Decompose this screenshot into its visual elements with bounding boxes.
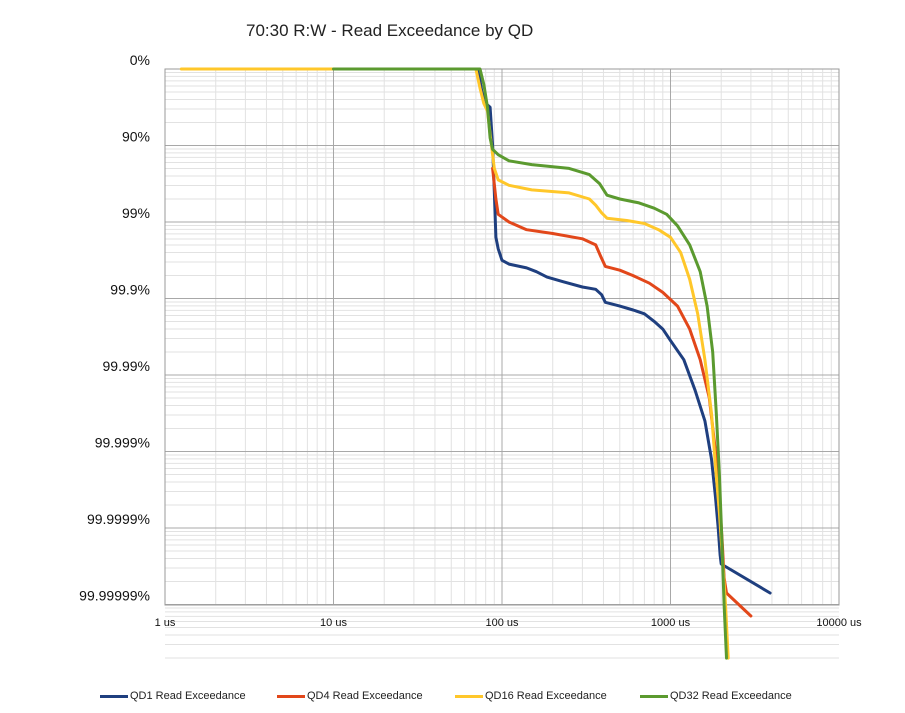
- y-tick-label: 99%: [122, 205, 150, 221]
- x-tick-label: 10 us: [320, 617, 347, 629]
- series-line-qd32-read-exceedance: [332, 67, 728, 660]
- y-tick-label: 99.9999%: [87, 511, 150, 527]
- y-tick-label: 99.99%: [103, 358, 150, 374]
- legend-item: QD1 Read Exceedance: [100, 690, 246, 702]
- plot-area-frame: [164, 68, 840, 606]
- legend-swatch: [277, 694, 305, 698]
- chart-title: 70:30 R:W - Read Exceedance by QD: [246, 21, 534, 40]
- x-tick-label: 10000 us: [816, 617, 862, 629]
- x-tick-label: 1000 us: [651, 617, 691, 629]
- x-axis-labels: 1 us 10 us 100 us 1000 us 10000 us: [155, 617, 863, 629]
- legend-item: QD32 Read Exceedance: [640, 690, 792, 702]
- x-tick-label: 1 us: [155, 617, 176, 629]
- legend-item: QD4 Read Exceedance: [277, 690, 423, 702]
- y-tick-label: 0%: [130, 52, 150, 68]
- legend-label: QD32 Read Exceedance: [670, 690, 792, 702]
- legend-item: QD16 Read Exceedance: [455, 690, 607, 702]
- y-tick-label: 99.999%: [95, 435, 150, 451]
- x-tick-label: 100 us: [485, 617, 519, 629]
- series-line-qd1-read-exceedance: [470, 67, 772, 595]
- legend-label: QD16 Read Exceedance: [485, 690, 607, 702]
- legend-label: QD4 Read Exceedance: [307, 690, 423, 702]
- y-tick-label: 99.9%: [110, 282, 150, 298]
- legend-swatch: [640, 694, 668, 698]
- y-axis-labels: 0% 90% 99% 99.9% 99.99% 99.999% 99.9999% 99.999…: [79, 52, 150, 604]
- y-tick-label: 90%: [122, 129, 150, 145]
- legend-swatch: [100, 694, 128, 698]
- legend-label: QD1 Read Exceedance: [130, 690, 246, 702]
- series-lines: [179, 67, 772, 660]
- y-tick-label: 99.99999%: [79, 588, 150, 604]
- legend-swatch: [455, 694, 483, 698]
- legend: QD1 Read Exceedance QD4 Read Exceedance QD…: [100, 690, 900, 708]
